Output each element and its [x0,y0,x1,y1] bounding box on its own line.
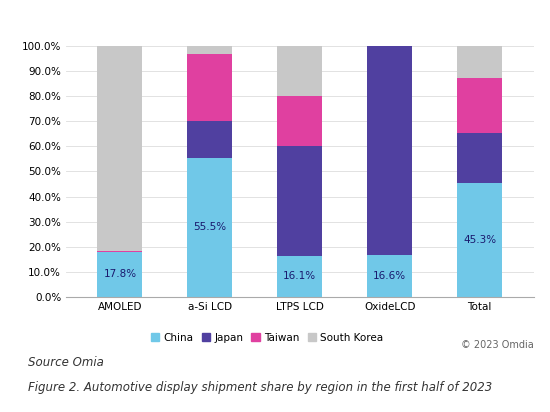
Text: 45.3%: 45.3% [463,235,496,245]
Bar [188,47,232,54]
Legend: China, Japan, Taiwan, South Korea: China, Japan, Taiwan, South Korea [147,329,387,347]
Bar [97,251,142,252]
Text: © 2023 Omdia: © 2023 Omdia [461,340,534,350]
Text: Source Omia: Source Omia [28,356,103,370]
Text: Figure 2. Automotive display shipment share by region in the first half of 2023: Figure 2. Automotive display shipment sh… [28,381,492,394]
Bar [188,158,232,297]
Bar [277,96,322,146]
Bar [97,252,142,297]
Bar [367,47,412,255]
Bar [277,47,322,96]
Text: 55.5%: 55.5% [193,222,227,232]
Bar [188,54,232,122]
Text: 16.1%: 16.1% [283,272,316,281]
Bar [457,133,502,183]
Bar [457,183,502,297]
Bar [457,47,502,78]
Bar [457,78,502,133]
Bar [367,255,412,297]
Bar [277,256,322,297]
Bar [277,146,322,256]
Text: 17.8%: 17.8% [103,269,136,279]
Text: 16.6%: 16.6% [373,271,406,281]
Bar [97,47,142,251]
Bar [188,122,232,158]
